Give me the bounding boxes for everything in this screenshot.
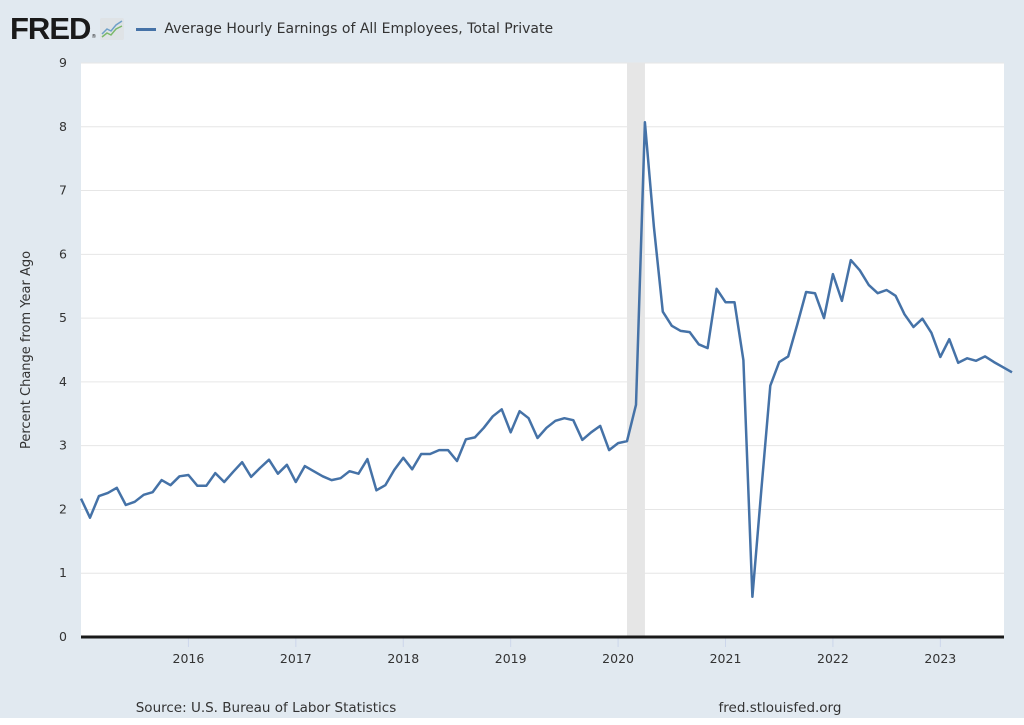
plot-area [81, 63, 1004, 637]
source-note: Source: U.S. Bureau of Labor Statistics [136, 700, 397, 716]
y-tick-label: 1 [59, 565, 67, 580]
x-tick-label: 2018 [387, 651, 419, 666]
x-tick-label: 2020 [602, 651, 634, 666]
x-tick-label: 2023 [924, 651, 956, 666]
chart-header: FRED ® Average Hourly Earnings of All Em… [10, 12, 553, 46]
x-tick-label: 2019 [495, 651, 527, 666]
y-tick-label: 5 [59, 310, 67, 325]
y-tick-label: 2 [59, 501, 67, 516]
y-tick-label: 7 [59, 183, 67, 198]
y-tick-label: 0 [59, 629, 67, 644]
y-tick-label: 3 [59, 438, 67, 453]
recession-shading [627, 63, 645, 637]
grid-lines [81, 62, 1004, 574]
x-tick-label: 2022 [817, 651, 849, 666]
y-tick-label: 6 [59, 246, 67, 261]
y-tick-label: 8 [59, 119, 67, 134]
fred-logo[interactable]: FRED [10, 11, 91, 46]
legend-label[interactable]: Average Hourly Earnings of All Employees… [164, 21, 554, 37]
x-tick-label: 2017 [280, 651, 312, 666]
recession-band [627, 63, 645, 637]
x-axis-ticks: 2016 2017 2018 2019 2020 2021 2022 2023 [173, 637, 956, 666]
y-axis-ticks: 0 1 2 3 4 5 6 7 8 9 [59, 55, 67, 644]
registered-mark: ® [91, 34, 97, 40]
x-tick-label: 2016 [173, 651, 205, 666]
y-axis-label: Percent Change from Year Ago [19, 251, 34, 449]
line-chart-icon [100, 18, 125, 40]
legend-swatch [136, 27, 157, 31]
series-line [79, 121, 1013, 599]
y-tick-label: 4 [59, 374, 67, 389]
site-link[interactable]: fred.stlouisfed.org [719, 700, 842, 716]
series-layer [79, 121, 1013, 599]
x-tick-label: 2021 [710, 651, 742, 666]
y-tick-label: 9 [59, 55, 67, 70]
